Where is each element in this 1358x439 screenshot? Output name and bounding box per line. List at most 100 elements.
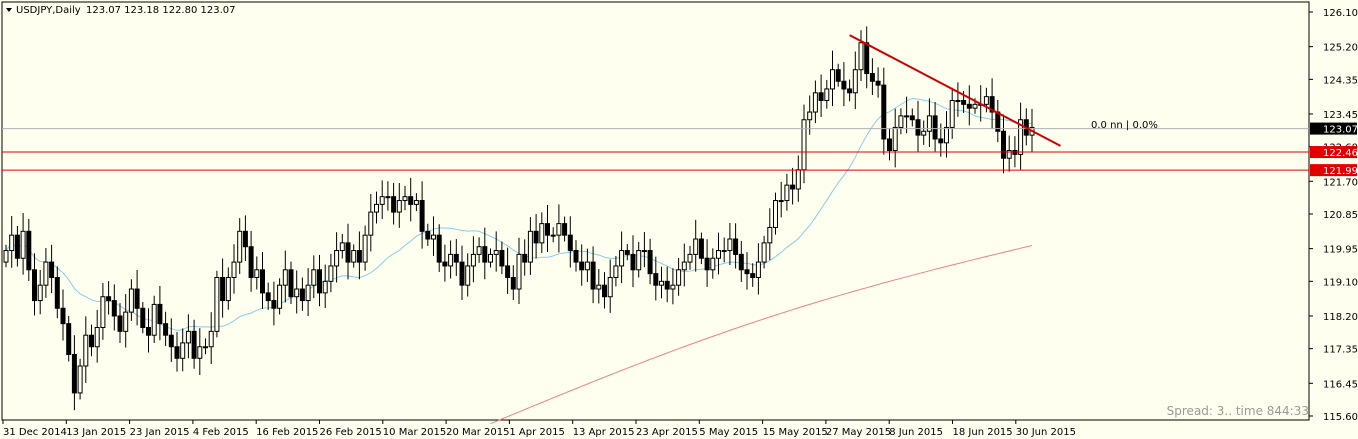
candle	[915, 100, 921, 153]
candle	[32, 253, 37, 316]
candle-body	[716, 250, 721, 259]
candle-body	[738, 253, 744, 271]
candle-body	[408, 196, 414, 205]
candle	[881, 67, 887, 155]
candle	[151, 295, 157, 344]
candle-body	[425, 230, 431, 240]
candle-body	[949, 99, 955, 128]
candle	[146, 308, 151, 353]
candle	[379, 180, 385, 220]
candle-body	[237, 230, 243, 263]
candle	[710, 248, 716, 279]
candle-body	[220, 276, 226, 302]
candle	[242, 215, 248, 262]
candle	[470, 236, 476, 283]
candle	[887, 128, 892, 161]
candle-body	[214, 276, 220, 332]
candle	[134, 269, 140, 326]
candle	[505, 247, 511, 294]
candle	[716, 232, 721, 275]
candle	[676, 258, 682, 296]
candle	[231, 244, 237, 294]
candle-body	[203, 346, 208, 349]
candle	[869, 58, 875, 96]
ohlc-header: 123.07 123.18 122.80 123.07	[86, 5, 236, 16]
candle-body	[14, 234, 20, 259]
dropdown-triangle-icon[interactable]	[6, 8, 12, 12]
candle	[613, 256, 619, 287]
candle	[812, 80, 818, 124]
candle-body	[282, 269, 288, 286]
candle-body	[533, 230, 539, 244]
candle-body	[590, 261, 596, 290]
candle	[687, 245, 693, 270]
candle	[431, 216, 436, 256]
candle-body	[915, 119, 921, 136]
candle-body	[413, 200, 419, 205]
candle-body	[294, 288, 300, 298]
candle	[579, 244, 585, 286]
candle-body	[664, 280, 670, 290]
candle	[989, 78, 995, 129]
candle-body	[790, 184, 796, 190]
candle-body	[636, 250, 642, 271]
candle-body	[869, 73, 875, 82]
candle-body	[579, 261, 585, 271]
candle-body	[123, 311, 129, 332]
candle	[607, 259, 613, 313]
candle	[351, 244, 357, 268]
candle-body	[385, 196, 391, 199]
candle	[755, 243, 761, 295]
y-tick-label: 124.35	[1323, 75, 1358, 86]
candle	[214, 270, 220, 338]
candle-body	[567, 234, 573, 252]
candle-body	[584, 261, 590, 271]
candle-body	[613, 265, 619, 278]
candle	[550, 227, 556, 243]
candle	[465, 253, 471, 297]
candle	[892, 108, 898, 168]
candle-body	[767, 226, 773, 244]
candle-body	[174, 346, 180, 359]
candle-body	[493, 250, 499, 255]
candle-body	[94, 327, 100, 348]
candle-body	[773, 200, 778, 228]
candle-body	[66, 323, 72, 355]
candle-body	[784, 184, 790, 202]
candle-body	[858, 42, 864, 71]
price-tag-box	[1310, 146, 1357, 159]
candle-body	[106, 296, 112, 302]
candle	[926, 98, 932, 148]
candles	[3, 26, 1035, 411]
candle	[260, 252, 265, 309]
candle-body	[641, 250, 647, 253]
candle	[163, 311, 169, 346]
candle	[117, 303, 123, 343]
y-tick-label: 117.35	[1323, 345, 1358, 356]
candle-body	[242, 230, 248, 248]
candle	[545, 204, 550, 252]
candle-body	[89, 334, 94, 348]
candle-body	[681, 261, 687, 271]
candle-body	[151, 303, 157, 336]
candle	[778, 181, 784, 218]
candle-body	[311, 269, 317, 286]
candle	[727, 222, 733, 266]
candle-body	[795, 169, 801, 190]
candle	[322, 264, 328, 308]
candle	[773, 192, 778, 235]
candle	[852, 51, 858, 110]
candle	[180, 328, 186, 372]
candle	[562, 216, 568, 242]
candle	[174, 331, 180, 372]
candle	[983, 87, 989, 113]
x-tick-label: 20 Mar 2015	[446, 427, 509, 438]
candle-body	[379, 196, 385, 205]
candle	[664, 266, 670, 303]
trendline-label: 0.0 nn | 0.0%	[1091, 120, 1158, 131]
candle-body	[265, 292, 271, 302]
candle-body	[961, 99, 967, 105]
candle-body	[26, 230, 32, 271]
